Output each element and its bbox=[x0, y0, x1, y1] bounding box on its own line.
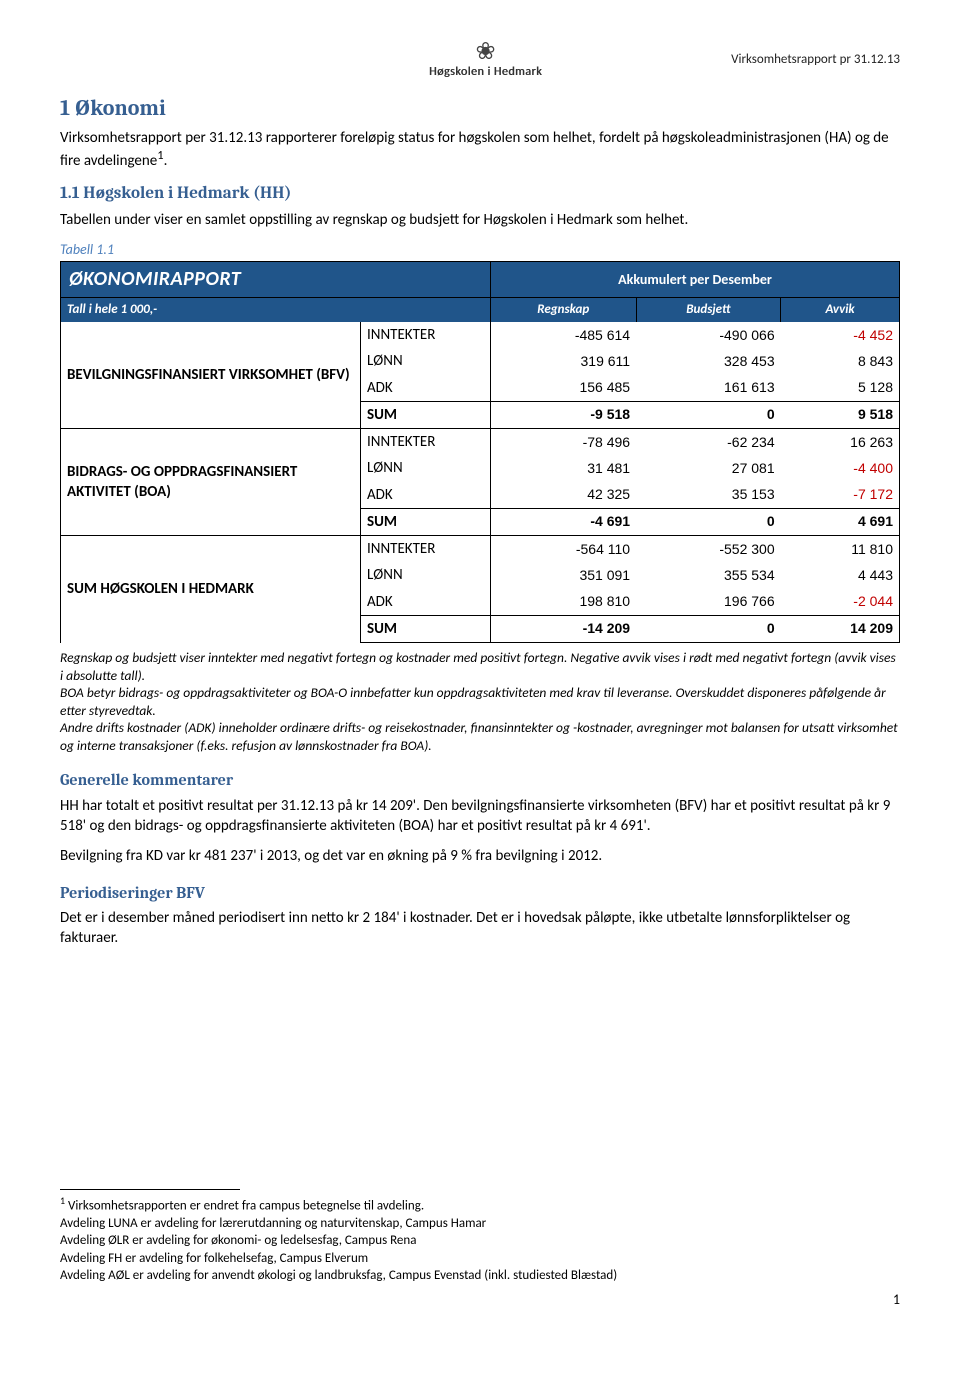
cell-regnskap: 319 611 bbox=[491, 348, 637, 374]
group-label: SUM HØGSKOLEN I HEDMARK bbox=[61, 536, 361, 643]
row-type: SUM bbox=[361, 401, 491, 428]
table-row: BEVILGNINGSFINANSIERT VIRKSOMHET (BFV)IN… bbox=[61, 322, 900, 348]
cell-avvik: -4 452 bbox=[781, 322, 900, 348]
cell-regnskap: 198 810 bbox=[491, 589, 637, 616]
row-type: INNTEKTER bbox=[361, 322, 491, 348]
table-caption: Tabell 1.1 bbox=[60, 241, 900, 260]
generelle-p1: HH har totalt et positivt resultat per 3… bbox=[60, 796, 900, 837]
cell-regnskap: 351 091 bbox=[491, 562, 637, 588]
col-budsjett: Budsjett bbox=[636, 298, 781, 322]
cell-avvik: 11 810 bbox=[781, 536, 900, 563]
cell-budsjett: 35 153 bbox=[636, 482, 781, 509]
cell-avvik: 4 691 bbox=[781, 508, 900, 535]
page-header: ❀ Høgskolen i Hedmark Virksomhetsrapport… bbox=[60, 40, 900, 80]
header-date: Virksomhetsrapport pr 31.12.13 bbox=[731, 51, 900, 69]
logo-icon: ❀ bbox=[240, 40, 731, 64]
row-type: SUM bbox=[361, 508, 491, 535]
table-header-row-2: Tall i hele 1 000,- Regnskap Budsjett Av… bbox=[61, 298, 900, 322]
cell-avvik: -2 044 bbox=[781, 589, 900, 616]
cell-avvik: 5 128 bbox=[781, 375, 900, 402]
period-title: Periodiseringer BFV bbox=[60, 883, 900, 905]
row-type: INNTEKTER bbox=[361, 536, 491, 563]
cell-budsjett: 161 613 bbox=[636, 375, 781, 402]
cell-avvik: 14 209 bbox=[781, 615, 900, 642]
table-row: SUM HØGSKOLEN I HEDMARKINNTEKTER-564 110… bbox=[61, 536, 900, 563]
section-1-1-title: 1.1 Høgskolen i Hedmark (HH) bbox=[60, 183, 900, 206]
cell-avvik: 8 843 bbox=[781, 348, 900, 374]
cell-budsjett: -552 300 bbox=[636, 536, 781, 563]
cell-avvik: -7 172 bbox=[781, 482, 900, 509]
cell-budsjett: 196 766 bbox=[636, 589, 781, 616]
cell-regnskap: -4 691 bbox=[491, 508, 637, 535]
cell-regnskap: -9 518 bbox=[491, 401, 637, 428]
cell-regnskap: -564 110 bbox=[491, 536, 637, 563]
endnotes: 1 Virksomhetsrapporten er endret fra cam… bbox=[60, 1194, 900, 1285]
cell-budsjett: 27 081 bbox=[636, 455, 781, 481]
cell-regnskap: 156 485 bbox=[491, 375, 637, 402]
footnote-separator bbox=[60, 1189, 240, 1190]
economy-report-table: ØKONOMIRAPPORT Akkumulert per Desember T… bbox=[60, 261, 900, 643]
cell-budsjett: 0 bbox=[636, 401, 781, 428]
table-row: BIDRAGS- OG OPPDRAGSFINANSIERT AKTIVITET… bbox=[61, 429, 900, 456]
table-title: ØKONOMIRAPPORT bbox=[61, 262, 491, 298]
table-subhead: Tall i hele 1 000,- bbox=[61, 298, 491, 322]
cell-budsjett: -490 066 bbox=[636, 322, 781, 348]
row-type: ADK bbox=[361, 375, 491, 402]
cell-budsjett: 355 534 bbox=[636, 562, 781, 588]
cell-regnskap: 42 325 bbox=[491, 482, 637, 509]
table-period: Akkumulert per Desember bbox=[491, 262, 900, 298]
cell-budsjett: 328 453 bbox=[636, 348, 781, 374]
period-p1: Det er i desember måned periodisert inn … bbox=[60, 908, 900, 949]
section-1-intro: Virksomhetsrapport per 31.12.13 rapporte… bbox=[60, 128, 900, 172]
cell-avvik: 4 443 bbox=[781, 562, 900, 588]
cell-budsjett: 0 bbox=[636, 508, 781, 535]
cell-regnskap: 31 481 bbox=[491, 455, 637, 481]
cell-avvik: -4 400 bbox=[781, 455, 900, 481]
row-type: LØNN bbox=[361, 455, 491, 481]
cell-budsjett: 0 bbox=[636, 615, 781, 642]
row-type: SUM bbox=[361, 615, 491, 642]
cell-budsjett: -62 234 bbox=[636, 429, 781, 456]
logo: ❀ Høgskolen i Hedmark bbox=[240, 40, 731, 80]
table-footnotes: Regnskap og budsjett viser inntekter med… bbox=[60, 649, 900, 754]
section-1-1-text: Tabellen under viser en samlet oppstilli… bbox=[60, 210, 900, 230]
row-type: ADK bbox=[361, 482, 491, 509]
cell-regnskap: -78 496 bbox=[491, 429, 637, 456]
row-type: LØNN bbox=[361, 562, 491, 588]
section-1-title: 1 Økonomi bbox=[60, 94, 900, 124]
cell-regnskap: -14 209 bbox=[491, 615, 637, 642]
page-number: 1 bbox=[60, 1291, 900, 1310]
cell-avvik: 9 518 bbox=[781, 401, 900, 428]
generelle-title: Generelle kommentarer bbox=[60, 770, 900, 792]
row-type: ADK bbox=[361, 589, 491, 616]
generelle-p2: Bevilgning fra KD var kr 481 237' i 2013… bbox=[60, 846, 900, 866]
col-regnskap: Regnskap bbox=[491, 298, 637, 322]
cell-avvik: 16 263 bbox=[781, 429, 900, 456]
group-label: BIDRAGS- OG OPPDRAGSFINANSIERT AKTIVITET… bbox=[61, 429, 361, 536]
group-label: BEVILGNINGSFINANSIERT VIRKSOMHET (BFV) bbox=[61, 322, 361, 429]
logo-text: Høgskolen i Hedmark bbox=[240, 64, 731, 80]
row-type: LØNN bbox=[361, 348, 491, 374]
row-type: INNTEKTER bbox=[361, 429, 491, 456]
table-header-row-1: ØKONOMIRAPPORT Akkumulert per Desember bbox=[61, 262, 900, 298]
cell-regnskap: -485 614 bbox=[491, 322, 637, 348]
col-avvik: Avvik bbox=[781, 298, 900, 322]
